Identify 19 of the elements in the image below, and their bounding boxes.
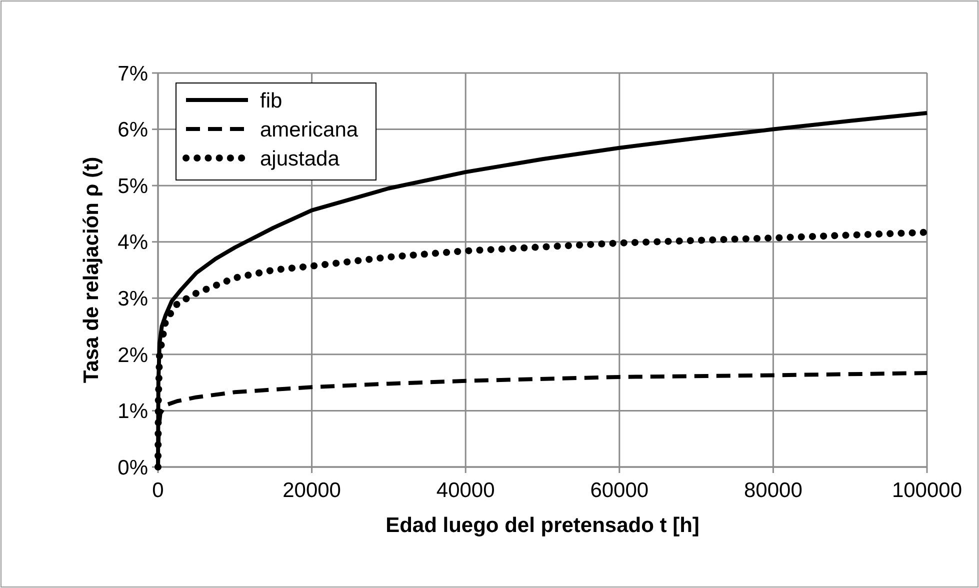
x-axis-title: Edad luego del pretensado t [h] <box>386 514 700 537</box>
x-tick-label: 0 <box>152 479 164 502</box>
legend-label: fib <box>260 89 282 112</box>
y-tick-label: 2% <box>118 344 148 367</box>
y-tick-label: 7% <box>118 62 148 86</box>
y-tick-label: 1% <box>118 400 148 424</box>
y-tick-label: 0% <box>118 456 148 480</box>
y-tick-label: 5% <box>118 174 148 198</box>
legend-label: ajustada <box>260 147 340 170</box>
x-tick-label: 80000 <box>744 479 802 502</box>
y-tick-label: 3% <box>118 287 148 310</box>
x-tick-label: 60000 <box>590 479 649 502</box>
legend-label: americana <box>260 118 358 142</box>
y-axis-title: Tasa de relajación ρ (t) <box>80 156 103 384</box>
y-tick-label: 4% <box>118 231 148 254</box>
x-tick-label: 40000 <box>436 479 495 502</box>
x-tick-label: 100000 <box>892 479 962 502</box>
x-tick-label: 20000 <box>282 479 342 502</box>
y-tick-label: 6% <box>118 118 148 142</box>
